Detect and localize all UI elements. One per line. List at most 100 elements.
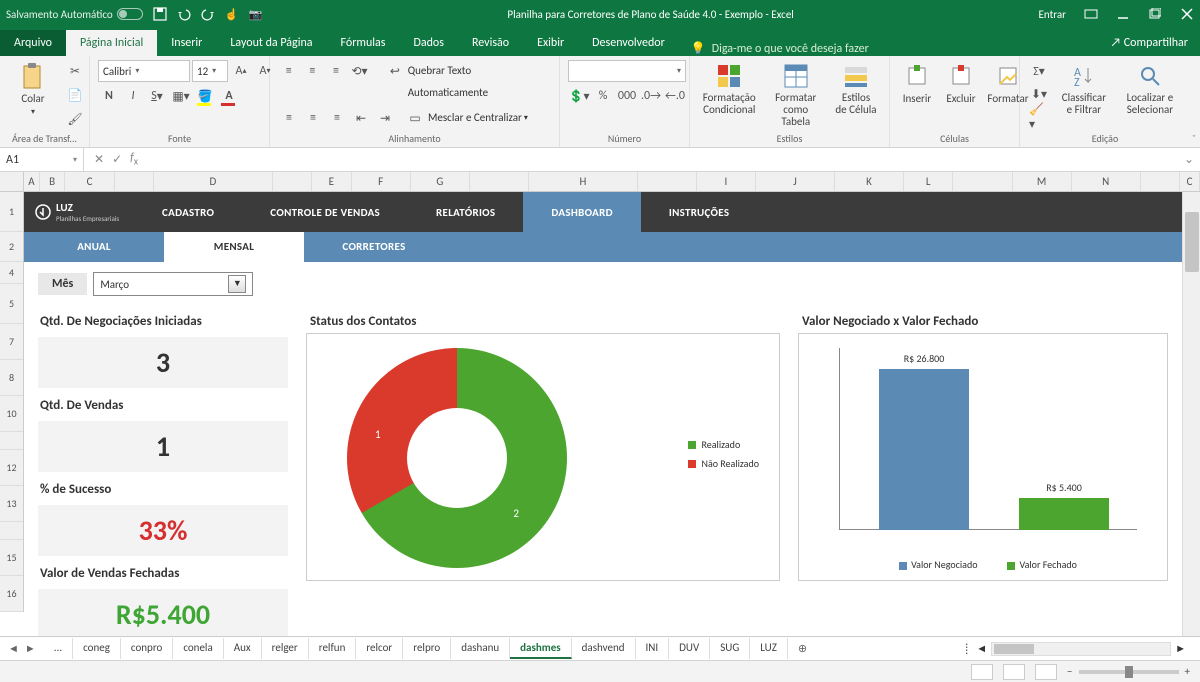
align-middle-icon[interactable]: ≡ bbox=[302, 60, 324, 82]
column-header[interactable] bbox=[1141, 172, 1180, 191]
sheet-tab[interactable]: Aux bbox=[224, 638, 262, 659]
sheet-tab[interactable]: LUZ bbox=[750, 638, 788, 659]
paste-button[interactable]: Colar ▾ bbox=[8, 60, 58, 119]
font-name-combo[interactable]: Calibri▾ bbox=[98, 60, 190, 82]
dashboard-subtab[interactable]: CORRETORES bbox=[304, 232, 444, 262]
sheet-tab[interactable]: INI bbox=[636, 638, 670, 659]
maximize-icon[interactable] bbox=[1148, 7, 1162, 21]
name-box[interactable]: A1▾ bbox=[0, 148, 84, 171]
align-bottom-icon[interactable]: ≡ bbox=[325, 60, 347, 82]
sheet-tab[interactable]: conpro bbox=[121, 638, 173, 659]
insert-cells-button[interactable]: Inserir bbox=[898, 60, 936, 107]
touch-icon[interactable]: ☝ bbox=[225, 7, 239, 21]
expand-fx-icon[interactable]: ⌄ bbox=[1178, 152, 1200, 167]
column-header[interactable]: G bbox=[411, 172, 470, 191]
row-header[interactable]: 5 bbox=[0, 284, 23, 324]
sheet-tab[interactable]: relfun bbox=[309, 638, 357, 659]
currency-icon[interactable]: 💲▾ bbox=[568, 85, 590, 107]
find-select-button[interactable]: Localizar e Selecionar bbox=[1118, 60, 1182, 118]
row-header[interactable]: 12 bbox=[0, 450, 23, 486]
row-header[interactable] bbox=[0, 522, 23, 540]
comma-icon[interactable]: 000 bbox=[616, 85, 638, 107]
wrap-text-label[interactable]: Quebrar Texto Automaticamente bbox=[408, 60, 551, 104]
sheet-tab[interactable]: dashmes bbox=[510, 638, 572, 659]
fx-icon[interactable]: fx bbox=[130, 151, 138, 167]
cut-icon[interactable]: ✂ bbox=[64, 60, 86, 82]
ribbon-tab[interactable]: Página Inicial bbox=[66, 30, 157, 56]
column-header[interactable]: D bbox=[154, 172, 272, 191]
column-header[interactable]: M bbox=[1013, 172, 1072, 191]
format-as-table-button[interactable]: Formatar como Tabela bbox=[766, 60, 825, 130]
vertical-scrollbar[interactable] bbox=[1182, 192, 1200, 636]
dashboard-subtab[interactable]: MENSAL bbox=[164, 232, 304, 262]
delete-cells-button[interactable]: Excluir bbox=[942, 60, 980, 107]
column-header[interactable] bbox=[115, 172, 154, 191]
grow-font-icon[interactable]: A▴ bbox=[230, 60, 252, 82]
ribbon-tab[interactable]: Revisão bbox=[458, 30, 523, 56]
row-header[interactable]: 8 bbox=[0, 360, 23, 396]
sheet-tab[interactable]: relcor bbox=[356, 638, 403, 659]
month-filter-select[interactable]: Março ▼ bbox=[93, 272, 253, 296]
column-header[interactable] bbox=[953, 172, 1012, 191]
sheet-tab[interactable]: dashvend bbox=[572, 638, 636, 659]
row-header[interactable]: 10 bbox=[0, 396, 23, 432]
dashboard-tab[interactable]: INSTRUÇÕES bbox=[641, 192, 757, 232]
bold-button[interactable]: N bbox=[98, 85, 120, 107]
column-header[interactable] bbox=[273, 172, 312, 191]
indent-decrease-icon[interactable]: ⇤ bbox=[350, 107, 372, 129]
dashboard-tab[interactable]: RELATÓRIOS bbox=[408, 192, 523, 232]
zoom-out-icon[interactable]: − bbox=[1067, 665, 1072, 678]
cell-styles-button[interactable]: Estilos de Célula bbox=[831, 60, 881, 118]
zoom-slider[interactable] bbox=[1079, 670, 1179, 674]
column-header[interactable]: H bbox=[529, 172, 638, 191]
autosum-icon[interactable]: Σ▾ bbox=[1028, 60, 1050, 82]
share-button[interactable]: ↗ Compartilhar bbox=[1098, 30, 1200, 56]
camera-icon[interactable]: 📷 bbox=[249, 7, 263, 21]
ribbon-tab[interactable]: Exibir bbox=[523, 30, 578, 56]
column-header[interactable]: K bbox=[835, 172, 904, 191]
orientation-icon[interactable]: ⟲▾ bbox=[349, 60, 371, 82]
column-header[interactable] bbox=[638, 172, 697, 191]
column-header[interactable]: B bbox=[40, 172, 66, 191]
signin-link[interactable]: Entrar bbox=[1039, 8, 1066, 21]
underline-button[interactable]: S▾ bbox=[146, 85, 168, 107]
sheet-tab[interactable]: dashanu bbox=[451, 638, 510, 659]
sheet-tab[interactable]: conela bbox=[173, 638, 223, 659]
conditional-formatting-button[interactable]: Formatação Condicional bbox=[698, 60, 760, 118]
merge-icon[interactable]: ▭ bbox=[404, 107, 426, 129]
zoom-in-icon[interactable]: + bbox=[1185, 665, 1190, 678]
page-layout-view-icon[interactable] bbox=[1003, 664, 1025, 680]
horizontal-scrollbar[interactable]: ⁞◄ ► bbox=[817, 642, 1200, 656]
redo-icon[interactable] bbox=[201, 7, 215, 21]
undo-icon[interactable] bbox=[177, 7, 191, 21]
dashboard-tab[interactable]: CADASTRO bbox=[134, 192, 242, 232]
clear-icon[interactable]: 🧹▾ bbox=[1028, 106, 1050, 128]
add-sheet-icon[interactable]: ⊕ bbox=[788, 642, 817, 655]
tab-file[interactable]: Arquivo bbox=[0, 30, 66, 56]
page-break-view-icon[interactable] bbox=[1035, 664, 1057, 680]
column-header[interactable]: F bbox=[352, 172, 411, 191]
save-icon[interactable] bbox=[153, 7, 167, 21]
collapse-ribbon-icon[interactable]: ˇ bbox=[1192, 132, 1196, 145]
ribbon-display-icon[interactable] bbox=[1084, 7, 1098, 21]
ribbon-tab[interactable]: Inserir bbox=[157, 30, 216, 56]
percent-icon[interactable]: % bbox=[592, 85, 614, 107]
dashboard-tab[interactable]: CONTROLE DE VENDAS bbox=[242, 192, 408, 232]
column-header[interactable]: N bbox=[1072, 172, 1141, 191]
sort-filter-button[interactable]: AZClassificar e Filtrar bbox=[1056, 60, 1112, 118]
minimize-icon[interactable] bbox=[1116, 7, 1130, 21]
number-format-combo[interactable]: ▾ bbox=[568, 60, 686, 82]
row-header[interactable] bbox=[0, 432, 23, 450]
align-top-icon[interactable]: ≡ bbox=[278, 60, 300, 82]
cancel-fx-icon[interactable]: ✕ bbox=[94, 152, 104, 167]
sheet-tab[interactable]: DUV bbox=[669, 638, 710, 659]
normal-view-icon[interactable] bbox=[971, 664, 993, 680]
sheet-tab[interactable]: ... bbox=[44, 638, 73, 659]
row-header[interactable]: 16 bbox=[0, 576, 23, 612]
column-header[interactable]: C bbox=[65, 172, 114, 191]
row-header[interactable]: 1 bbox=[0, 192, 23, 232]
select-all-corner[interactable] bbox=[0, 172, 24, 192]
fill-color-button[interactable]: 🪣 bbox=[194, 85, 216, 107]
ribbon-tab[interactable]: Fórmulas bbox=[327, 30, 400, 56]
wrap-text-icon[interactable]: ↩ bbox=[384, 60, 406, 82]
